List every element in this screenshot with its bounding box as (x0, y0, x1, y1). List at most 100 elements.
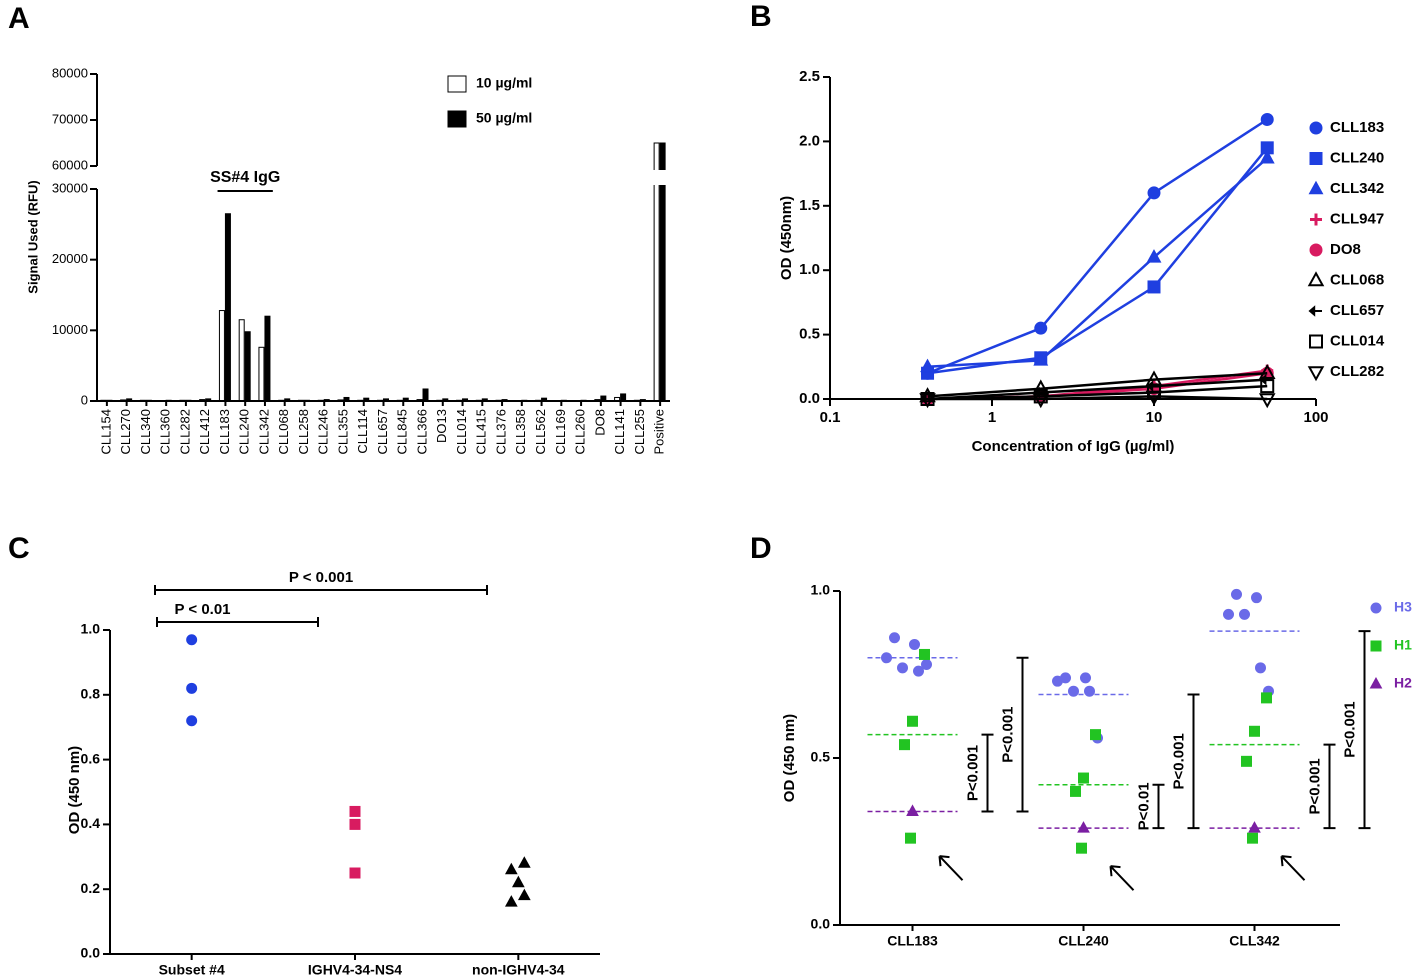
legend-marker (1309, 152, 1323, 165)
legend-label: CLL068 (1330, 271, 1384, 288)
x-tick-label: CLL240 (1058, 933, 1109, 949)
marker (913, 665, 924, 677)
marker (919, 393, 936, 409)
marker (186, 634, 198, 646)
legend-label: DO8 (1330, 241, 1361, 258)
y-axis-label: OD (450 nm) (781, 714, 798, 802)
x-tick-label: CLL366 (414, 409, 429, 455)
marker (1241, 755, 1252, 767)
x-tick-label: CLL270 (118, 409, 133, 455)
bar (264, 315, 271, 402)
legend-label: CLL342 (1330, 180, 1384, 197)
x-tick-label: CLL360 (158, 409, 173, 455)
x-tick-label: CLL240 (237, 409, 252, 455)
y-tick-label: 1.0 (81, 621, 101, 637)
marker (1258, 363, 1276, 380)
x-tick-label: CLL169 (553, 409, 568, 455)
x-tick-label: CLL355 (335, 409, 350, 455)
bar (620, 393, 627, 402)
significance-bracket (1358, 630, 1371, 830)
x-tick-label: CLL114 (355, 409, 370, 454)
y-tick-label: 60000 (52, 157, 88, 172)
marker (511, 875, 525, 888)
bar (224, 213, 231, 402)
series-line (927, 378, 1268, 401)
arrow (938, 855, 964, 881)
significance-bracket (156, 617, 319, 627)
y-tick-label: 2.5 (799, 68, 820, 85)
y-tick-label: 1.0 (811, 582, 831, 598)
x-tick-label: CLL183 (887, 933, 938, 949)
y-tick-label: 0.5 (811, 749, 831, 765)
legend-marker (1309, 334, 1323, 349)
x-tick-label: CLL342 (1229, 933, 1280, 949)
y-tick-label: 0.8 (81, 686, 101, 702)
x-tick-label: CLL657 (375, 409, 390, 455)
significance-label: P<0.001 (1341, 701, 1358, 757)
y-tick-label: 1.5 (799, 197, 820, 214)
y-axis-label: OD (450 nm) (66, 746, 83, 834)
marker (517, 856, 531, 868)
x-tick-label: non-IGHV4-34 (472, 962, 565, 977)
y-tick-label: 10000 (52, 322, 88, 337)
marker (186, 682, 198, 694)
marker (1249, 725, 1260, 737)
panel-label: B (750, 0, 772, 33)
bar (218, 310, 225, 402)
significance-bracket (1152, 783, 1165, 830)
marker (1034, 321, 1048, 335)
marker (920, 358, 935, 373)
marker (907, 715, 918, 727)
series-line (927, 147, 1269, 375)
marker (909, 638, 920, 650)
y-tick-label: 0.0 (81, 945, 101, 961)
marker (889, 632, 900, 644)
marker (1260, 113, 1274, 127)
legend-marker (1309, 243, 1323, 257)
significance-label: P<0.001 (999, 706, 1016, 762)
marker (1090, 729, 1101, 741)
legend-swatch (447, 110, 467, 128)
marker (1076, 842, 1087, 854)
x-tick-label: CLL282 (177, 409, 192, 455)
annotation: SS#4 IgG (210, 169, 280, 186)
marker (897, 662, 908, 674)
significance-label: P < 0.01 (174, 601, 230, 618)
legend-marker (1369, 676, 1383, 689)
arrow (1280, 855, 1306, 881)
significance-label: P<0.001 (1170, 733, 1187, 789)
legend-label: CLL947 (1330, 210, 1384, 227)
marker (1147, 280, 1161, 294)
marker (504, 862, 518, 875)
significance-bracket (1016, 656, 1029, 813)
x-tick-label: CLL154 (98, 409, 113, 455)
significance-label: P<0.001 (1306, 758, 1323, 814)
legend-label: CLL282 (1330, 363, 1384, 380)
x-tick-label: CLL183 (217, 409, 232, 455)
x-tick-label: CLL845 (395, 409, 410, 455)
marker (1258, 393, 1276, 409)
x-tick-label: CLL376 (493, 409, 508, 455)
x-tick-label: DO13 (434, 409, 449, 443)
marker (1147, 186, 1161, 200)
marker (1260, 379, 1275, 394)
axis-break (99, 170, 672, 185)
x-tick-label: 1 (988, 409, 996, 426)
x-tick-label: CLL358 (513, 409, 528, 455)
x-tick-label: CLL246 (316, 409, 331, 455)
x-tick-label: Subset #4 (159, 962, 225, 977)
y-tick-label: 30000 (52, 180, 88, 195)
arrow (1109, 865, 1135, 891)
x-tick-label: CLL340 (138, 409, 153, 455)
marker (1239, 608, 1250, 620)
significance-bracket (154, 585, 488, 595)
y-tick-label: 0.6 (81, 750, 101, 766)
x-tick-label: CLL562 (533, 409, 548, 455)
x-tick-label: CLL258 (296, 409, 311, 455)
legend-marker (1307, 271, 1325, 287)
legend-label: H3 (1394, 599, 1412, 615)
y-tick-label: 2.0 (799, 132, 820, 149)
marker (1223, 608, 1234, 620)
panel-label: D (750, 532, 772, 565)
